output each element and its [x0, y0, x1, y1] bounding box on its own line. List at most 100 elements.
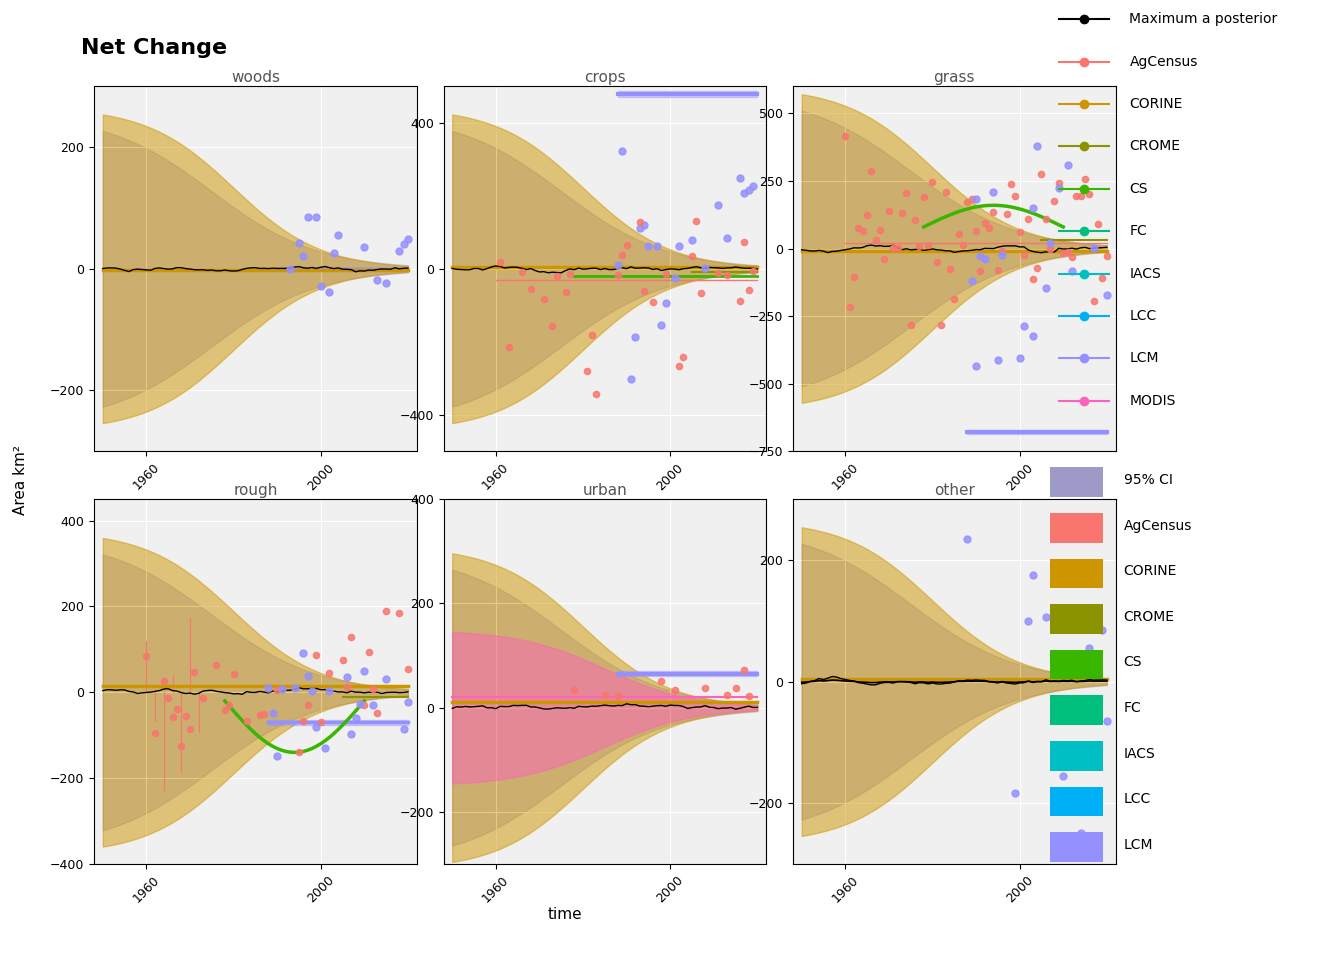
Text: CORINE: CORINE: [1124, 564, 1177, 578]
Point: [625, 329, 646, 345]
Text: LCC: LCC: [1124, 792, 1150, 806]
Point: [738, 688, 759, 704]
Point: [672, 349, 694, 365]
Point: [171, 738, 192, 754]
Point: [969, 248, 991, 263]
Text: time: time: [547, 906, 582, 922]
Point: [284, 681, 305, 696]
Title: grass: grass: [934, 70, 974, 85]
Point: [577, 363, 598, 378]
Point: [214, 703, 235, 718]
Point: [895, 185, 917, 201]
Point: [511, 264, 532, 279]
Point: [839, 300, 860, 315]
Point: [534, 292, 555, 307]
Point: [258, 681, 280, 696]
Point: [978, 221, 1000, 236]
Point: [293, 713, 314, 729]
FancyBboxPatch shape: [1050, 786, 1103, 816]
Point: [144, 725, 165, 740]
Point: [986, 352, 1008, 368]
Point: [353, 663, 375, 679]
Point: [926, 254, 948, 270]
Point: [943, 292, 965, 307]
Point: [974, 216, 996, 231]
Point: [835, 129, 856, 144]
Point: [650, 317, 672, 332]
Point: [398, 694, 419, 709]
Point: [340, 726, 362, 741]
Point: [1009, 224, 1031, 239]
Point: [730, 293, 751, 308]
Point: [563, 682, 585, 697]
Point: [288, 235, 309, 251]
Point: [1052, 768, 1074, 783]
Point: [1097, 248, 1118, 263]
Text: Maximum a posterior: Maximum a posterior: [1129, 12, 1278, 26]
Point: [668, 359, 689, 374]
Point: [707, 266, 728, 281]
Point: [1048, 175, 1070, 190]
Point: [1039, 235, 1060, 251]
Point: [992, 244, 1013, 259]
Point: [1083, 241, 1105, 256]
Point: [655, 267, 676, 282]
FancyBboxPatch shape: [1050, 650, 1103, 680]
Point: [695, 260, 716, 276]
Point: [681, 232, 703, 248]
Title: other: other: [934, 483, 974, 498]
Point: [918, 237, 939, 252]
Point: [1004, 188, 1025, 204]
Title: crops: crops: [585, 70, 625, 85]
Point: [301, 684, 323, 699]
Text: 95% CI: 95% CI: [1124, 473, 1172, 487]
Point: [332, 653, 353, 668]
Point: [664, 271, 685, 286]
Point: [961, 274, 982, 289]
Point: [1035, 280, 1056, 296]
Point: [237, 713, 258, 729]
Point: [982, 204, 1004, 220]
Point: [913, 189, 934, 204]
Point: [1027, 260, 1048, 276]
Point: [353, 239, 375, 254]
Point: [642, 295, 664, 310]
Point: [996, 206, 1017, 222]
Point: [375, 275, 396, 290]
Point: [724, 680, 746, 695]
Point: [398, 231, 419, 247]
Point: [319, 284, 340, 300]
Point: [340, 629, 362, 644]
Point: [310, 714, 332, 730]
Point: [305, 720, 327, 735]
Point: [939, 261, 961, 276]
Point: [681, 249, 703, 264]
Point: [184, 664, 206, 680]
Point: [1021, 201, 1043, 216]
Point: [392, 721, 414, 736]
Text: CROME: CROME: [1124, 610, 1175, 624]
Text: MODIS: MODIS: [1129, 394, 1176, 408]
Point: [293, 248, 314, 263]
Point: [689, 285, 711, 300]
Point: [375, 672, 396, 687]
Point: [1048, 180, 1070, 196]
Point: [1017, 211, 1039, 227]
Point: [852, 224, 874, 239]
Point: [866, 232, 887, 248]
Point: [992, 248, 1013, 263]
Point: [1066, 188, 1087, 204]
FancyBboxPatch shape: [1050, 741, 1103, 771]
Point: [883, 240, 905, 255]
Point: [288, 745, 309, 760]
Point: [1021, 272, 1043, 287]
Point: [1079, 186, 1101, 202]
Point: [742, 179, 763, 194]
Point: [607, 688, 629, 704]
Point: [1091, 622, 1113, 637]
Point: [219, 698, 241, 713]
FancyBboxPatch shape: [1050, 559, 1103, 588]
Text: CORINE: CORINE: [1129, 97, 1183, 111]
Point: [1035, 610, 1056, 625]
Point: [363, 697, 384, 712]
